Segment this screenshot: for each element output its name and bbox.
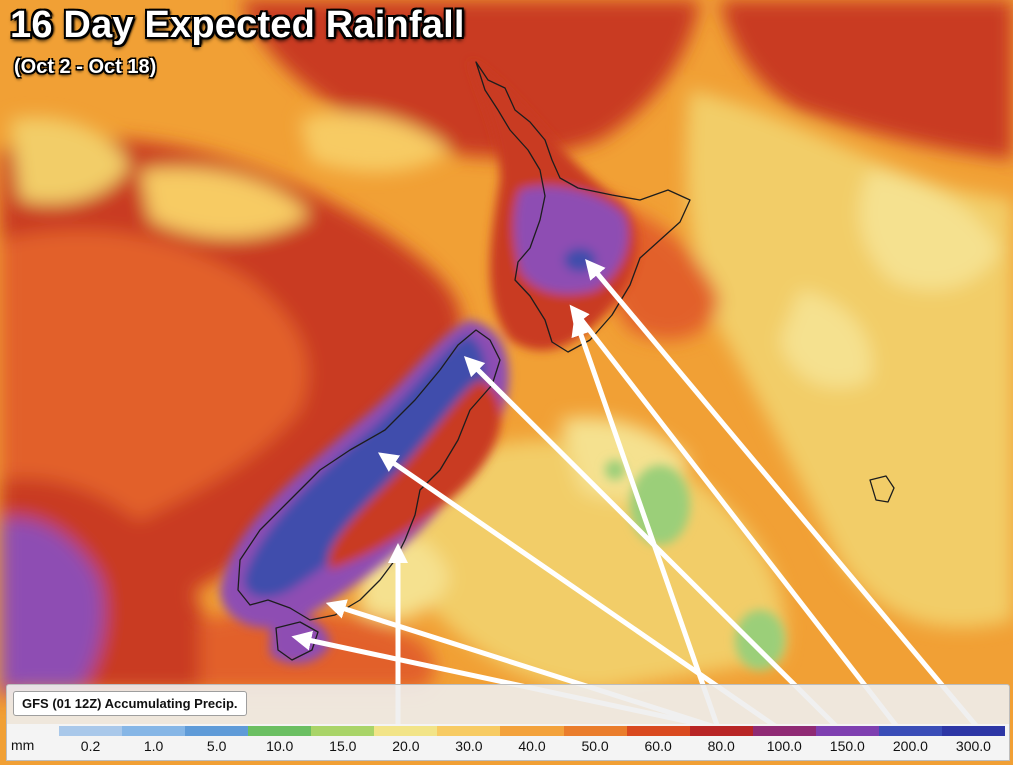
precip-color-segment bbox=[878, 726, 942, 736]
south-island-outline bbox=[237, 329, 501, 621]
precip-color-segment bbox=[752, 726, 816, 736]
precip-tick-label: 5.0 bbox=[206, 738, 227, 754]
callout-arrow-west-coast bbox=[378, 452, 781, 731]
precip-green-patch-2 bbox=[735, 610, 785, 670]
precip-unit: mm bbox=[11, 737, 35, 753]
precip-tick-label: 30.0 bbox=[455, 738, 483, 754]
precip-tick-labels: 0.2 1.0 5.0 10.0 15.0 20.0 30.0 40.0 50.0 60.0 80.… bbox=[59, 738, 1005, 758]
precip-tick-label: 100.0 bbox=[766, 738, 802, 754]
precip-color-segment bbox=[689, 726, 753, 736]
precip-color-segment bbox=[185, 726, 249, 736]
precip-north-band bbox=[240, 0, 700, 158]
precip-north-yellow bbox=[300, 111, 450, 173]
precip-color-segment bbox=[626, 726, 690, 736]
precip-east-pale bbox=[859, 170, 1000, 290]
map-title: 16 Day Expected Rainfall bbox=[10, 4, 465, 46]
model-label-panel: GFS (01 12Z) Accumulating Precip. bbox=[6, 684, 1010, 726]
precip-color-bar bbox=[59, 726, 1005, 736]
precip-southeast-yellow bbox=[410, 440, 786, 690]
precip-tick-label: 60.0 bbox=[644, 738, 672, 754]
precip-tick-label: 0.2 bbox=[80, 738, 101, 754]
precip-color-segment bbox=[437, 726, 501, 736]
precip-yellow-west-2 bbox=[140, 167, 310, 239]
precip-north-island-core bbox=[564, 248, 596, 272]
precip-northeast-band bbox=[720, 0, 1013, 160]
precip-color-segment bbox=[563, 726, 627, 736]
callout-arrow-taranaki bbox=[569, 304, 901, 731]
precip-east-pale-2 bbox=[780, 290, 872, 388]
precip-tick-label: 50.0 bbox=[581, 738, 609, 754]
precip-color-segment bbox=[374, 726, 438, 736]
precip-band-west-orange bbox=[0, 230, 308, 561]
precip-tick-label: 80.0 bbox=[707, 738, 735, 754]
precip-tick-label: 1.0 bbox=[143, 738, 164, 754]
callout-arrow-north-island bbox=[585, 258, 981, 731]
model-label: GFS (01 12Z) Accumulating Precip. bbox=[13, 691, 247, 716]
precip-color-segment bbox=[59, 726, 123, 736]
callout-arrow-east-coast bbox=[571, 315, 721, 731]
precip-tick-label: 200.0 bbox=[892, 738, 928, 754]
precip-tick-label: 15.0 bbox=[329, 738, 357, 754]
precip-color-segment bbox=[311, 726, 375, 736]
precip-south-island-core bbox=[244, 335, 486, 598]
chatham-islands-outline bbox=[869, 475, 895, 503]
precip-scale: mm 0.2 1.0 5.0 10.0 15.0 20.0 30.0 40.0 50.0 60.0… bbox=[6, 724, 1010, 761]
precip-yellow-west bbox=[10, 117, 130, 204]
precip-green-patch-3 bbox=[605, 460, 625, 480]
precip-color-segment bbox=[122, 726, 186, 736]
precip-color-segment bbox=[500, 726, 564, 736]
precip-tick-label: 20.0 bbox=[392, 738, 420, 754]
precip-legend: GFS (01 12Z) Accumulating Precip. mm 0.2… bbox=[6, 684, 1010, 762]
precip-color-segment bbox=[815, 726, 879, 736]
precip-tick-label: 300.0 bbox=[955, 738, 991, 754]
precip-color-segment bbox=[248, 726, 312, 736]
map-subtitle: (Oct 2 - Oct 18) bbox=[14, 56, 157, 78]
precip-tick-label: 150.0 bbox=[829, 738, 865, 754]
precip-tick-label: 40.0 bbox=[518, 738, 546, 754]
precip-color-segment bbox=[941, 726, 1005, 736]
precip-southwest-purple bbox=[0, 518, 104, 690]
precip-tick-label: 10.0 bbox=[266, 738, 294, 754]
